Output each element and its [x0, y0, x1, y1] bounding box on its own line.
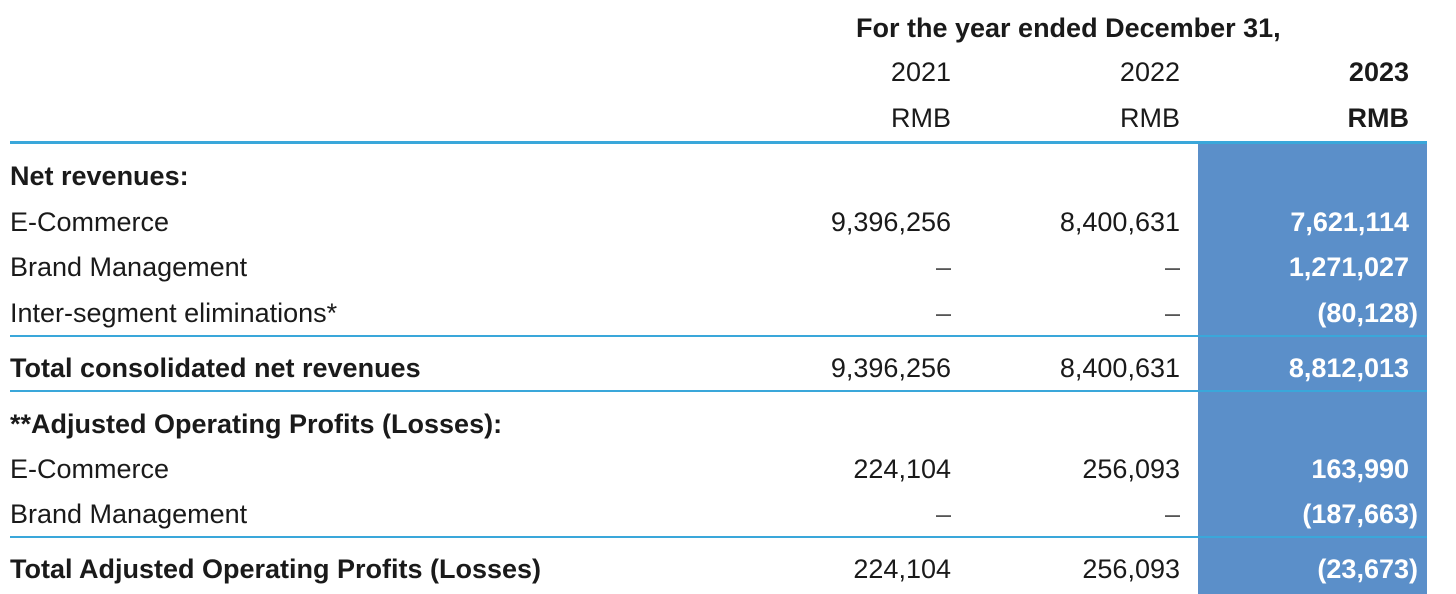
value-2021: –	[935, 252, 951, 282]
highlight-column-2023	[1198, 143, 1427, 594]
value-2021: 224,104	[853, 554, 951, 584]
value-2022: 8,400,631	[1059, 207, 1180, 237]
row-label: E-Commerce	[10, 207, 170, 237]
currency-header-2023: RMB	[1347, 103, 1410, 133]
row-label: Inter-segment eliminations*	[10, 298, 338, 328]
value-2023: 7,621,114	[1290, 207, 1409, 237]
value-2021: –	[935, 499, 951, 529]
section-heading-row: Net revenues:	[0, 153, 1456, 199]
value-2022: –	[1164, 252, 1180, 282]
value-2021: 9,396,256	[830, 207, 951, 237]
value-2023: 163,990	[1311, 454, 1409, 484]
row-label: Brand Management	[10, 499, 248, 529]
value-2022: 8,400,631	[1059, 353, 1180, 383]
row-divider	[10, 390, 1427, 392]
row-label: Total consolidated net revenues	[10, 353, 421, 383]
table-row: E-Commerce 9,396,256 8,400,631 7,621,114	[0, 199, 1456, 245]
row-label: **Adjusted Operating Profits (Losses):	[10, 409, 503, 439]
table-row: Brand Management – – (187,663)	[0, 491, 1456, 537]
total-row: Total Adjusted Operating Profits (Losses…	[0, 546, 1456, 592]
table-row: E-Commerce 224,104 256,093 163,990	[0, 446, 1456, 492]
value-2021: 9,396,256	[830, 353, 951, 383]
year-header-2023: 2023	[1348, 57, 1409, 87]
table-row: Inter-segment eliminations* – – (80,128)	[0, 290, 1456, 336]
row-divider	[10, 335, 1427, 337]
value-2023: (80,128)	[1317, 298, 1418, 328]
value-2022: 256,093	[1082, 454, 1180, 484]
row-divider	[10, 536, 1427, 538]
section-heading-row: **Adjusted Operating Profits (Losses):	[0, 401, 1456, 447]
year-header-2021: 2021	[890, 57, 951, 87]
value-2023: 8,812,013	[1288, 353, 1409, 383]
year-header-2022: 2022	[1119, 57, 1180, 87]
header-rule	[10, 141, 1427, 144]
table-row: Brand Management – – 1,271,027	[0, 244, 1456, 290]
value-2022: 256,093	[1082, 554, 1180, 584]
value-2022: –	[1164, 499, 1180, 529]
value-2021: –	[935, 298, 951, 328]
row-label: Net revenues:	[10, 161, 189, 191]
value-2023: (23,673)	[1317, 554, 1418, 584]
currency-header-2021: RMB	[891, 103, 951, 133]
value-2022: –	[1164, 298, 1180, 328]
row-label: Brand Management	[10, 252, 248, 282]
value-2021: 224,104	[853, 454, 951, 484]
table-caption: For the year ended December 31,	[856, 13, 1281, 43]
row-label: Total Adjusted Operating Profits (Losses…	[10, 554, 542, 584]
row-label: E-Commerce	[10, 454, 170, 484]
currency-header-2022: RMB	[1120, 103, 1180, 133]
total-row: Total consolidated net revenues 9,396,25…	[0, 345, 1456, 391]
value-2023: 1,271,027	[1288, 252, 1409, 282]
value-2023: (187,663)	[1302, 499, 1418, 529]
